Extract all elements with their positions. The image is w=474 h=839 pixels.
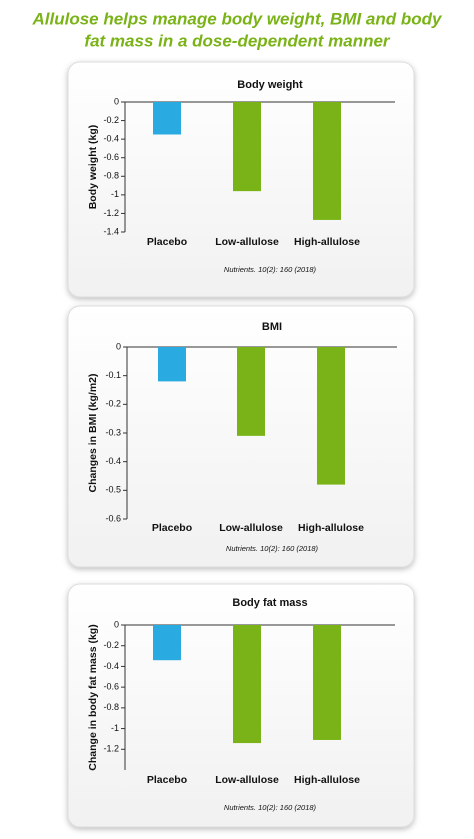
bar xyxy=(153,102,181,135)
y-tick-label: -0.6 xyxy=(103,682,119,692)
bar xyxy=(158,347,186,382)
bar xyxy=(313,102,341,220)
bar xyxy=(317,347,345,485)
y-tick-label: -0.4 xyxy=(103,134,119,144)
bar xyxy=(153,625,181,661)
x-tick-label: Low-allulose xyxy=(215,236,279,248)
chart-title: Body weight xyxy=(237,79,303,91)
y-axis-label: Change in body fat mass (kg) xyxy=(87,624,99,770)
y-tick-label: 0 xyxy=(114,96,119,106)
x-tick-label: High-allulose xyxy=(294,774,360,786)
y-tick-label: -1 xyxy=(111,723,119,733)
y-axis-label: Changes in BMI (kg/m2) xyxy=(87,373,99,492)
y-tick-label: -0.4 xyxy=(105,456,121,466)
y-tick-label: -0.3 xyxy=(105,427,121,437)
y-tick-label: -0.1 xyxy=(105,370,121,380)
page-title: Allulose helps manage body weight, BMI a… xyxy=(32,9,444,28)
x-tick-label: Low-allulose xyxy=(215,774,279,786)
y-tick-label: -0.8 xyxy=(103,702,119,712)
source-note: Nutrients. 10(2): 160 (2018) xyxy=(224,803,317,812)
x-tick-label: High-allulose xyxy=(294,236,360,248)
bar xyxy=(237,347,265,436)
x-tick-label: High-allulose xyxy=(298,522,364,534)
bar xyxy=(313,625,341,740)
bar xyxy=(233,625,261,744)
page-title: fat mass in a dose-dependent manner xyxy=(84,31,391,50)
chart-title: BMI xyxy=(262,321,282,333)
source-note: Nutrients. 10(2): 160 (2018) xyxy=(224,265,317,274)
y-tick-label: -1.2 xyxy=(103,744,119,754)
y-axis-label: Body weight (kg) xyxy=(87,125,99,210)
y-tick-label: 0 xyxy=(116,341,121,351)
chart-title: Body fat mass xyxy=(232,597,307,609)
y-tick-label: -0.6 xyxy=(105,513,121,523)
y-tick-label: -0.4 xyxy=(103,661,119,671)
y-tick-label: -0.6 xyxy=(103,152,119,162)
y-tick-label: -0.5 xyxy=(105,485,121,495)
y-tick-label: -1.2 xyxy=(103,208,119,218)
x-tick-label: Low-allulose xyxy=(219,522,283,534)
y-tick-label: -1.4 xyxy=(103,226,119,236)
x-tick-label: Placebo xyxy=(147,774,187,786)
y-tick-label: -1 xyxy=(111,189,119,199)
y-tick-label: -0.2 xyxy=(103,640,119,650)
x-tick-label: Placebo xyxy=(152,522,192,534)
source-note: Nutrients. 10(2): 160 (2018) xyxy=(226,544,319,553)
y-tick-label: 0 xyxy=(114,619,119,629)
bar xyxy=(233,102,261,192)
y-tick-label: -0.2 xyxy=(105,399,121,409)
y-tick-label: -0.2 xyxy=(103,115,119,125)
y-tick-label: -0.8 xyxy=(103,171,119,181)
x-tick-label: Placebo xyxy=(147,236,187,248)
